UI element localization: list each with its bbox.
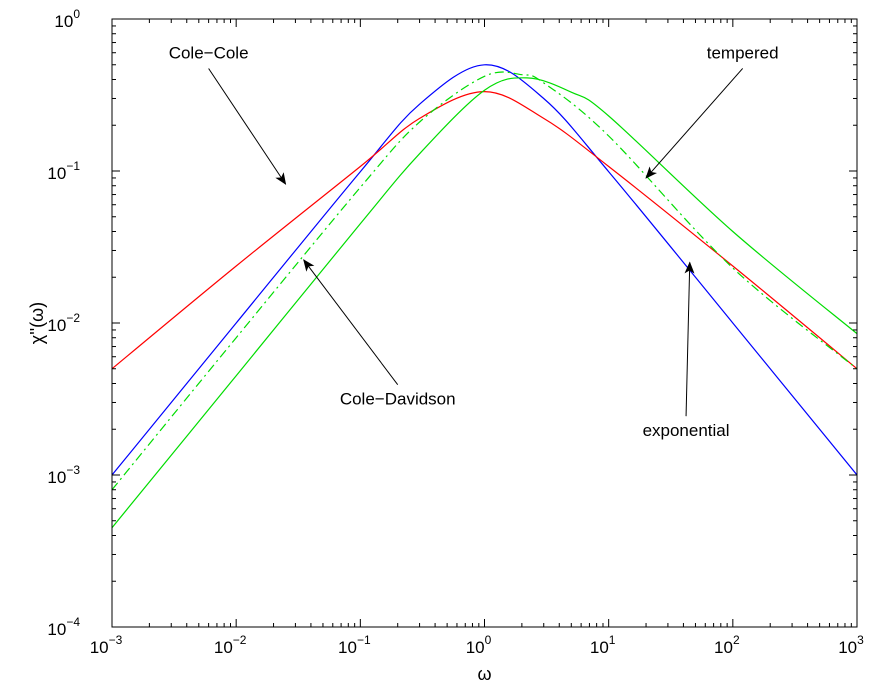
y-tick-label: 10−4 <box>47 615 80 639</box>
series-cole-cole-line <box>112 90 857 370</box>
y-tick-label: 100 <box>54 7 80 31</box>
y-tick-label: 10−2 <box>47 311 80 335</box>
plot-frame <box>111 18 858 628</box>
annotation-arrow <box>645 68 744 179</box>
x-tick-label: 101 <box>590 633 616 657</box>
annotation-label: Cole−Davidson <box>340 390 456 409</box>
x-tick-label: 10−1 <box>338 633 371 657</box>
x-tick-label: 100 <box>466 633 492 657</box>
series-cole-davidson-line <box>112 71 857 491</box>
y-tick-label: 10−1 <box>47 159 80 183</box>
annotation-arrow <box>208 68 287 185</box>
x-axis-label: ω <box>477 664 491 684</box>
plot-area <box>112 19 857 627</box>
annotation-label: exponential <box>643 421 730 440</box>
y-axis-label: χ''(ω) <box>27 302 47 344</box>
series-tempered-line <box>112 77 857 529</box>
series-exponential-line <box>112 64 857 476</box>
x-tick-label: 10−2 <box>214 633 247 657</box>
y-tick-label: 10−3 <box>47 463 80 487</box>
annotation-label: Cole−Cole <box>169 43 249 62</box>
annotation-arrow <box>303 259 399 386</box>
x-tick-label: 102 <box>714 633 740 657</box>
x-tick-label: 10−3 <box>90 633 123 657</box>
x-tick-label: 103 <box>838 633 864 657</box>
annotation-label: tempered <box>707 43 779 62</box>
annotation-arrow <box>684 261 695 417</box>
